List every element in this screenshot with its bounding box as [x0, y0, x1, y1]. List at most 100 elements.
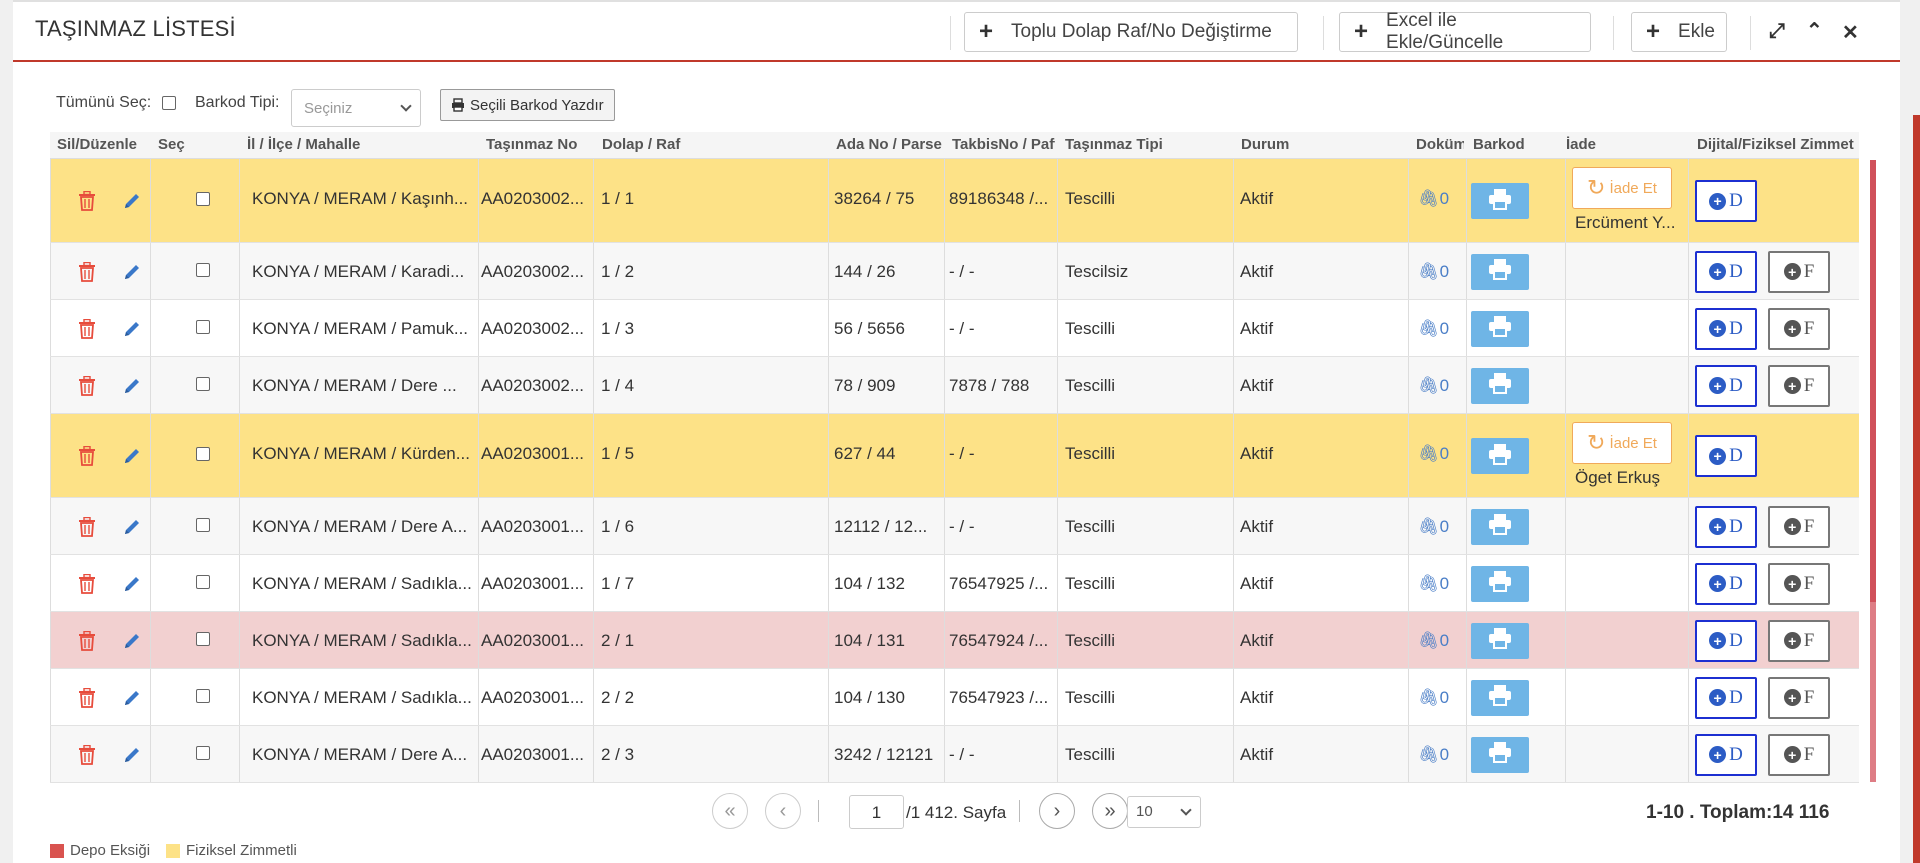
return-button[interactable]: ↻ İade Et [1572, 167, 1672, 209]
edit-icon[interactable] [122, 262, 142, 282]
delete-icon[interactable] [78, 516, 98, 537]
documents-link[interactable]: 🖇0 [1418, 262, 1449, 282]
select-all-checkbox[interactable] [161, 95, 176, 110]
bulk-shelf-change-button[interactable]: + Toplu Dolap Raf/No Değiştirme [964, 12, 1298, 52]
print-barcode-button[interactable] [1471, 622, 1529, 659]
edit-icon[interactable] [122, 319, 142, 339]
row-checkbox[interactable] [196, 192, 210, 206]
documents-link[interactable]: 🖇0 [1418, 574, 1449, 594]
table-row[interactable]: KONYA / MERAM / Pamuk... AA0203002... 1 / … [50, 300, 1859, 357]
delete-icon[interactable] [78, 630, 98, 651]
print-barcode-button[interactable] [1471, 736, 1529, 773]
table-row[interactable]: KONYA / MERAM / Dere A... AA0203001... 2 /… [50, 726, 1859, 783]
digital-assign-button[interactable]: + D [1695, 562, 1757, 605]
delete-icon[interactable] [78, 375, 98, 396]
print-barcode-button[interactable] [1471, 253, 1529, 290]
column-header[interactable]: İl / İlçe / Mahalle [247, 136, 361, 153]
physical-assign-button[interactable]: + F [1768, 562, 1830, 605]
edit-icon[interactable] [122, 688, 142, 708]
digital-assign-button[interactable]: + D [1695, 619, 1757, 662]
row-checkbox[interactable] [196, 631, 210, 646]
column-header[interactable]: Dolap / Raf [602, 136, 681, 153]
table-row[interactable]: KONYA / MERAM / Kaşınh... AA0203002... 1 /… [50, 159, 1859, 243]
edit-icon[interactable] [122, 745, 142, 765]
digital-assign-button[interactable]: + D [1695, 733, 1757, 776]
scrollbar[interactable] [1913, 115, 1920, 863]
delete-icon[interactable] [78, 261, 98, 282]
documents-link[interactable]: 🖇0 [1418, 745, 1449, 765]
physical-assign-button[interactable]: + F [1768, 676, 1830, 719]
print-barcode-button[interactable] [1471, 367, 1529, 404]
print-barcode-button[interactable] [1471, 565, 1529, 602]
physical-assign-button[interactable]: + F [1768, 250, 1830, 293]
digital-assign-button[interactable]: + D [1695, 435, 1757, 477]
physical-assign-button[interactable]: + F [1768, 733, 1830, 776]
edit-icon[interactable] [122, 446, 142, 466]
column-header[interactable]: Dijital/Fiziksel Zimmet [1697, 136, 1854, 153]
table-row[interactable]: KONYA / MERAM / Dere A... AA0203001... 1 /… [50, 498, 1859, 555]
edit-icon[interactable] [122, 376, 142, 396]
delete-icon[interactable] [78, 445, 98, 466]
digital-assign-button[interactable]: + D [1695, 505, 1757, 548]
column-header[interactable]: Taşınmaz No [486, 136, 578, 153]
edit-icon[interactable] [122, 191, 142, 211]
digital-assign-button[interactable]: + D [1695, 250, 1757, 293]
documents-link[interactable]: 🖇0 [1418, 376, 1449, 396]
edit-icon[interactable] [122, 631, 142, 651]
table-row[interactable]: KONYA / MERAM / Dere ... AA0203002... 1 / … [50, 357, 1859, 414]
column-header[interactable]: Ada No / Parsel [836, 136, 942, 153]
column-header[interactable]: Doküman [1416, 136, 1464, 153]
edit-icon[interactable] [122, 517, 142, 537]
digital-assign-button[interactable]: + D [1695, 676, 1757, 719]
expand-icon[interactable]: ⤢ [1769, 20, 1785, 42]
close-icon[interactable]: ✕ [1842, 22, 1859, 44]
add-button[interactable]: + Ekle [1631, 12, 1727, 52]
delete-icon[interactable] [78, 318, 98, 339]
table-row[interactable]: KONYA / MERAM / Sadıkla... AA0203001... 2 … [50, 612, 1859, 669]
physical-assign-button[interactable]: + F [1768, 619, 1830, 662]
column-header[interactable]: İade [1566, 136, 1597, 153]
print-barcode-button[interactable] [1471, 679, 1529, 716]
physical-assign-button[interactable]: + F [1768, 307, 1830, 350]
edit-icon[interactable] [122, 574, 142, 594]
table-row[interactable]: KONYA / MERAM / Sadıkla... AA0203001... 2 … [50, 669, 1859, 726]
prev-page-button[interactable]: ‹ [765, 793, 801, 829]
print-barcode-button[interactable] [1471, 310, 1529, 347]
digital-assign-button[interactable]: + D [1695, 307, 1757, 350]
first-page-button[interactable]: « [712, 793, 748, 829]
row-checkbox[interactable] [196, 745, 210, 760]
column-header[interactable]: Barkod [1473, 136, 1525, 153]
column-header[interactable]: Seç [158, 136, 185, 153]
row-checkbox[interactable] [196, 447, 210, 461]
digital-assign-button[interactable]: + D [1695, 180, 1757, 222]
last-page-button[interactable]: » [1092, 793, 1128, 829]
page-number-input[interactable]: 1 [849, 795, 904, 829]
print-selected-barcode-button[interactable]: Seçili Barkod Yazdır [440, 89, 615, 121]
column-header[interactable]: Sil/Düzenle [57, 136, 138, 153]
print-barcode-button[interactable] [1471, 508, 1529, 545]
column-header[interactable]: Durum [1241, 136, 1290, 153]
table-row[interactable]: KONYA / MERAM / Kürden... AA0203001... 1 /… [50, 414, 1859, 498]
row-checkbox[interactable] [196, 688, 210, 703]
documents-link[interactable]: 🖇0 [1418, 688, 1449, 708]
row-checkbox[interactable] [196, 574, 210, 589]
return-button[interactable]: ↻ İade Et [1572, 422, 1672, 464]
physical-assign-button[interactable]: + F [1768, 505, 1830, 548]
delete-icon[interactable] [78, 687, 98, 708]
row-checkbox[interactable] [196, 376, 210, 391]
column-header[interactable]: Taşınmaz Tipi [1065, 136, 1163, 153]
documents-link[interactable]: 🖇0 [1418, 189, 1449, 209]
excel-import-button[interactable]: + Excel ile Ekle/Güncelle [1339, 10, 1591, 53]
delete-icon[interactable] [78, 190, 98, 211]
physical-assign-button[interactable]: + F [1768, 364, 1830, 407]
barcode-type-select[interactable]: Seçiniz [291, 89, 421, 127]
delete-icon[interactable] [78, 573, 98, 594]
row-checkbox[interactable] [196, 517, 210, 532]
documents-link[interactable]: 🖇0 [1418, 517, 1449, 537]
row-checkbox[interactable] [196, 319, 210, 334]
page-size-select[interactable]: 10 [1127, 796, 1201, 828]
collapse-icon[interactable]: ⌃ [1806, 20, 1823, 42]
next-page-button[interactable]: › [1039, 793, 1075, 829]
column-header[interactable]: TakbisNo / Pafta [952, 136, 1055, 153]
row-checkbox[interactable] [196, 262, 210, 277]
